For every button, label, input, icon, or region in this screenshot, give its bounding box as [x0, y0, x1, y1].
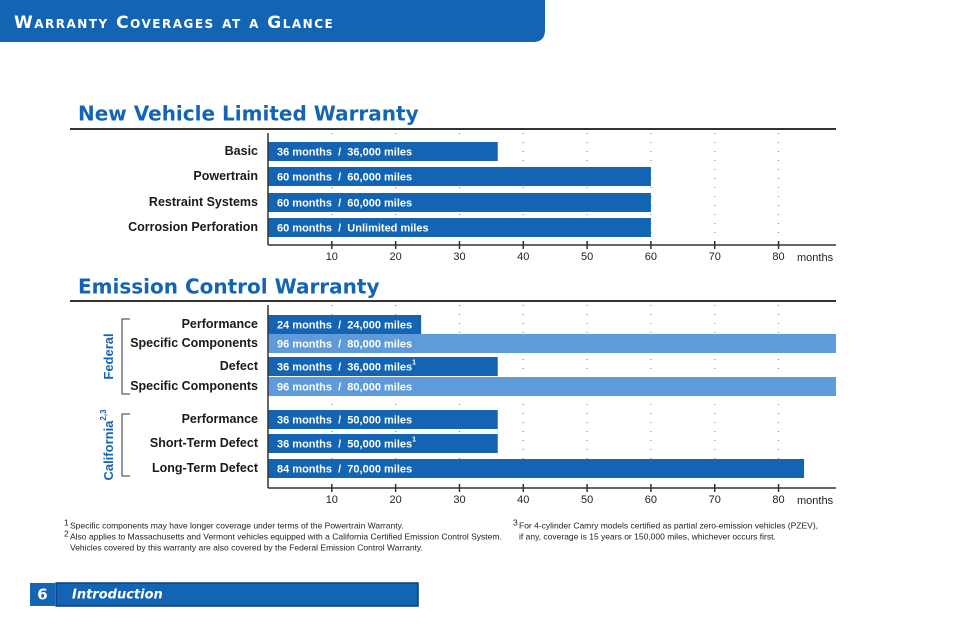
footnote-text: Specific components may have longer cove…: [70, 520, 404, 530]
x-tick-label: 50: [581, 494, 593, 506]
group-bracket: [121, 318, 130, 395]
bar: [268, 434, 498, 453]
bar: [268, 377, 836, 396]
x-tick-label: 80: [772, 251, 784, 263]
category-label: Short-Term Defect: [150, 436, 259, 450]
footnote-mark: 3: [513, 517, 518, 527]
group-name: Federal: [101, 333, 116, 379]
chart-title: New Vehicle Limited Warranty: [78, 102, 419, 126]
page-number: 6: [37, 586, 47, 604]
footnote-text: Vehicles covered by this warranty are al…: [70, 542, 423, 552]
x-tick-label: 40: [517, 251, 529, 263]
group-bracket: [121, 413, 130, 477]
bar-label: 36 months / 36,000 miles: [277, 146, 412, 158]
bar-label: 36 months / 36,000 miles1: [277, 359, 416, 373]
bar-label-note: 1: [412, 359, 416, 366]
footnote-text: Also applies to Massachusetts and Vermon…: [70, 531, 502, 541]
category-label: Restraint Systems: [149, 195, 258, 209]
bar-label-note: 1: [412, 436, 416, 443]
bar-label-text: 24 months / 24,000 miles: [277, 319, 412, 331]
bar-label-text: 96 months / 80,000 miles: [277, 338, 412, 350]
bar-label: 60 months / 60,000 miles: [277, 171, 412, 183]
category-label: Corrosion Perforation: [128, 220, 258, 234]
bar-label: 60 months / Unlimited miles: [277, 222, 429, 234]
bar: [268, 167, 651, 186]
category-label: Long-Term Defect: [152, 461, 259, 475]
bar: [268, 334, 836, 353]
bar-label: 36 months / 50,000 miles1: [277, 436, 416, 450]
section-title: Introduction: [72, 588, 163, 603]
bar-label-text: 36 months / 36,000 miles: [277, 146, 412, 158]
bar-label: 84 months / 70,000 miles: [277, 463, 412, 475]
x-tick-label: 80: [772, 494, 784, 506]
category-label: Powertrain: [193, 169, 258, 183]
x-tick-label: 30: [453, 494, 465, 506]
category-label: Performance: [182, 317, 258, 331]
x-tick-label: 20: [390, 494, 402, 506]
group-label: Federal: [101, 333, 116, 379]
x-tick-label: 30: [453, 251, 465, 263]
group-name: California: [101, 420, 116, 481]
bar-label-text: 96 months / 80,000 miles: [277, 381, 412, 393]
x-tick-label: 10: [326, 251, 338, 263]
bar: [268, 218, 651, 237]
bar-label-text: 84 months / 70,000 miles: [277, 463, 412, 475]
footnote-text: if any, coverage is 15 years or 150,000 …: [519, 531, 776, 541]
bar-label-text: 36 months / 36,000 miles: [277, 361, 412, 373]
bar-label: 60 months / 60,000 miles: [277, 197, 412, 209]
bar-label-text: 60 months / 60,000 miles: [277, 197, 412, 209]
category-label: Defect: [220, 359, 259, 373]
bar: [268, 193, 651, 212]
bar-label-text: 60 months / 60,000 miles: [277, 171, 412, 183]
bar: [268, 410, 498, 429]
x-unit: months: [797, 495, 834, 507]
group-superscript: 2,3: [99, 409, 108, 421]
chart-title: Emission Control Warranty: [78, 275, 380, 299]
bar: [268, 459, 805, 478]
bar-label: 24 months / 24,000 miles: [277, 319, 412, 331]
bar-label-text: 60 months / Unlimited miles: [277, 222, 429, 234]
group-label: California2,3: [99, 409, 116, 481]
x-tick-label: 60: [645, 251, 657, 263]
bar-label-text: 36 months / 50,000 miles: [277, 414, 412, 426]
header-band: [0, 0, 545, 42]
footnote-text: For 4-cylinder Camry models certified as…: [519, 520, 818, 530]
x-tick-label: 40: [517, 494, 529, 506]
category-label: Performance: [182, 412, 258, 426]
category-label: Specific Components: [130, 336, 258, 350]
x-tick-label: 70: [709, 494, 721, 506]
bar-label: 36 months / 50,000 miles: [277, 414, 412, 426]
category-label: Basic: [225, 144, 258, 158]
bar-label: 96 months / 80,000 miles: [277, 381, 412, 393]
bar: [268, 142, 498, 161]
bar: [268, 357, 498, 376]
header-title: Warranty Coverages at a Glance: [14, 13, 334, 33]
x-unit: months: [797, 252, 834, 264]
bar: [268, 315, 422, 334]
footnote-mark: 1: [64, 517, 69, 527]
x-tick-label: 60: [645, 494, 657, 506]
bar-label: 96 months / 80,000 miles: [277, 338, 412, 350]
x-tick-label: 70: [709, 251, 721, 263]
bar-label-text: 36 months / 50,000 miles: [277, 438, 412, 450]
page-number-box: [30, 583, 55, 606]
x-tick-label: 50: [581, 251, 593, 263]
x-tick-label: 20: [390, 251, 402, 263]
x-tick-label: 10: [326, 494, 338, 506]
category-label: Specific Components: [130, 379, 258, 393]
section-bar: [55, 582, 419, 607]
footnote-mark: 2: [64, 528, 69, 538]
